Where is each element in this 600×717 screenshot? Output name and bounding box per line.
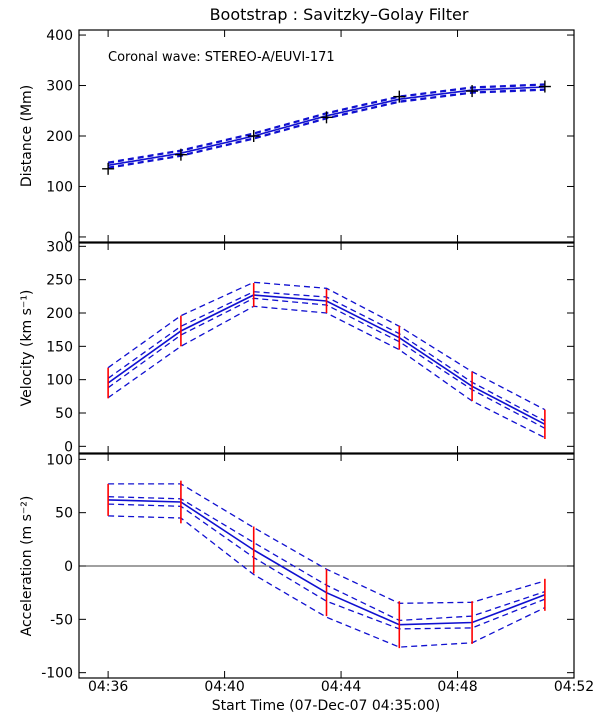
acceleration-y-tick-label: -100 <box>41 666 73 682</box>
velocity-y-tick-label: 250 <box>46 273 73 289</box>
x-tick-label: 04:44 <box>321 679 361 695</box>
acceleration-y-axis-label: Acceleration (m s⁻²) <box>19 496 35 637</box>
x-tick-label: 04:52 <box>554 679 594 695</box>
x-tick-label: 04:48 <box>437 679 477 695</box>
velocity-inner-band-1 <box>107 297 546 429</box>
velocity-y-tick-label: 300 <box>46 239 73 255</box>
distance-annotation: Coronal wave: STEREO-A/EUVI-171 <box>108 50 335 65</box>
distance-y-tick-label: 100 <box>46 179 73 195</box>
distance-y-tick-label: 0 <box>64 230 73 246</box>
chart-title: Bootstrap : Savitzky–Golay Filter <box>210 5 469 24</box>
velocity-y-axis-label: Velocity (km s⁻¹) <box>19 290 35 407</box>
velocity-outer-band-1 <box>107 305 546 439</box>
distance-y-tick-label: 300 <box>46 79 73 95</box>
distance-lower-band-1 <box>107 89 545 169</box>
distance-data-point <box>174 148 187 161</box>
distance-y-tick-label: 400 <box>46 28 73 44</box>
velocity-y-tick-label: 0 <box>64 439 73 455</box>
distance-y-tick-label: 200 <box>46 129 73 145</box>
velocity-y-tick-label: 150 <box>46 339 73 355</box>
velocity-y-tick-label: 100 <box>46 373 73 389</box>
acceleration-panel: Acceleration (m s⁻²) -100 -50 0 50 100 <box>19 452 575 682</box>
velocity-panel: Velocity (km s⁻¹) 0 50 100 150 200 250 300 <box>19 239 575 455</box>
acceleration-y-tick-label: 0 <box>64 559 73 575</box>
acceleration-y-tick-label: 50 <box>55 506 73 522</box>
distance-y-axis-label: Distance (Mm) <box>19 85 35 187</box>
velocity-plot-frame <box>78 242 575 454</box>
distance-data-point <box>320 111 333 124</box>
velocity-y-tick-label: 50 <box>55 406 73 422</box>
distance-data-point <box>102 162 115 175</box>
distance-lower-band-2 <box>107 88 545 168</box>
x-tick-label: 04:40 <box>204 679 244 695</box>
x-axis-label: Start Time (07-Dec-07 04:35:00) <box>212 698 440 714</box>
distance-data-point <box>393 90 406 103</box>
distance-fit-line <box>107 86 545 167</box>
acceleration-y-tick-label: -50 <box>50 612 73 628</box>
x-tick-label: 04:36 <box>88 679 128 695</box>
distance-data-point <box>538 80 551 93</box>
distance-data-point <box>247 130 260 142</box>
acceleration-y-tick-label: 100 <box>46 452 73 468</box>
distance-panel: Coronal wave: STEREO-A/EUVI-171 Distance… <box>19 28 575 246</box>
distance-data-point <box>466 85 479 98</box>
distance-upper-band-2 <box>107 84 545 164</box>
velocity-y-tick-label: 200 <box>46 306 73 322</box>
x-axis-ticks: 04:36 04:40 04:44 04:48 04:52 <box>88 679 594 695</box>
